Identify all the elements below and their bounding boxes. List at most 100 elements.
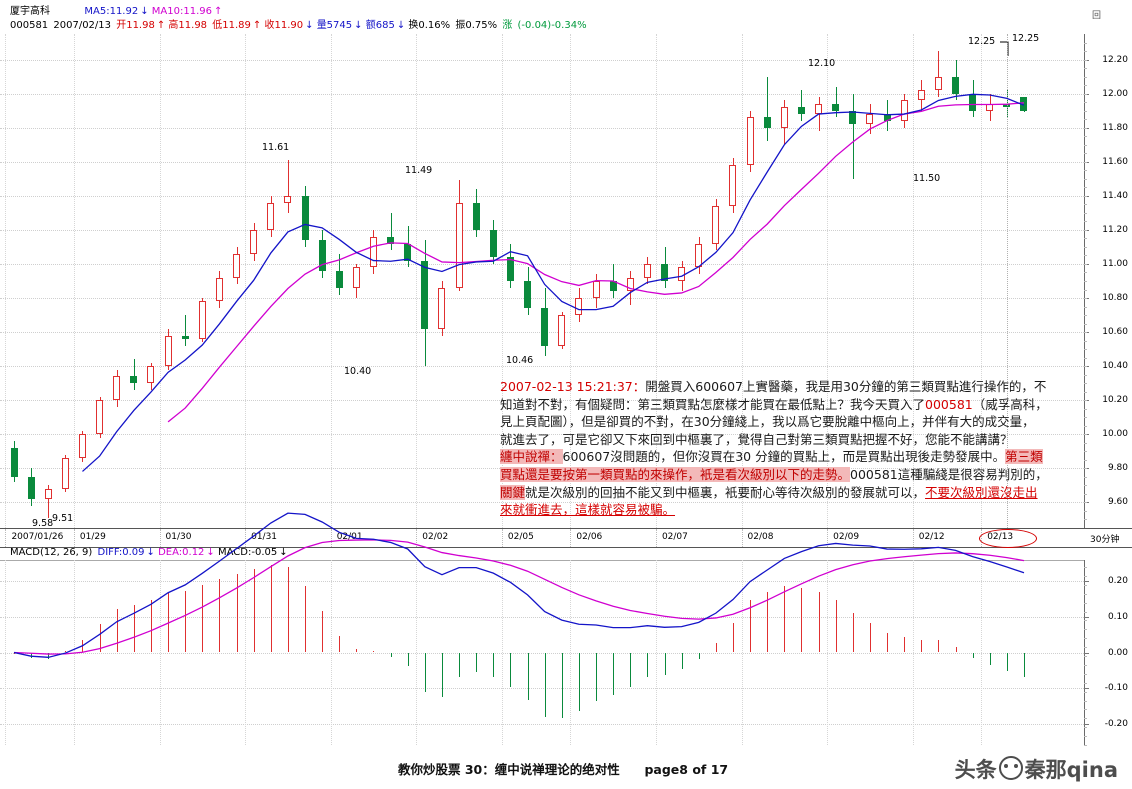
candle-body bbox=[712, 206, 719, 244]
macd-histogram-bar bbox=[151, 599, 152, 653]
price-axis-tick-label: 10.00 bbox=[1102, 429, 1128, 440]
date-axis-tick-label[interactable]: 01/30 bbox=[165, 532, 192, 542]
watermark-logo-icon bbox=[998, 756, 1023, 780]
candle-body bbox=[918, 90, 925, 101]
price-axis-minor-tick bbox=[1084, 306, 1087, 308]
macd-histogram-bar bbox=[630, 652, 631, 687]
macd-histogram-bar bbox=[528, 652, 529, 700]
price-axis-minor-tick bbox=[1084, 161, 1087, 163]
macd-histogram-bar bbox=[271, 565, 272, 653]
restore-icon[interactable]: 回 bbox=[1092, 11, 1102, 21]
price-callout-label: 9.58 bbox=[32, 518, 54, 529]
ma5-arrow: ↓ bbox=[140, 6, 149, 17]
price-axis-minor-tick bbox=[1084, 417, 1087, 419]
date-axis[interactable]: 2007/01/26 01/29 01/30 01/31 02/01 02/02 02/05… bbox=[0, 528, 1132, 548]
date-axis-tick-label[interactable]: 01/29 bbox=[79, 532, 106, 542]
macd-diff-arrow: ↓ bbox=[146, 547, 155, 558]
price-axis-minor-tick bbox=[1084, 178, 1087, 180]
date-axis-tick-label[interactable]: 02/06 bbox=[576, 532, 603, 542]
price-axis-minor-tick bbox=[1084, 272, 1087, 274]
price-axis-minor-tick bbox=[1084, 281, 1087, 282]
moving-average-overlay bbox=[82, 41, 1025, 472]
macd-day-separator bbox=[501, 560, 503, 745]
macd-histogram-bar bbox=[801, 588, 802, 653]
footer-page-number: page8 of 17 bbox=[644, 762, 729, 777]
price-axis-minor-tick bbox=[1084, 136, 1087, 138]
price-axis-minor-tick bbox=[1084, 519, 1087, 521]
annotation-line-5: 纏中說禪：600607沒問題的，但你沒買在30 分鐘的買點上，而是買點出現後走勢… bbox=[500, 448, 1086, 466]
ma10-readout: MA10:11.96 bbox=[151, 6, 212, 17]
date-axis-separator bbox=[245, 529, 247, 547]
gridline bbox=[0, 263, 1084, 265]
candle-body bbox=[524, 281, 531, 309]
low-arrow: ↑ bbox=[252, 20, 262, 31]
macd-histogram-bar bbox=[921, 639, 922, 653]
footer-doc-title: 教你炒股票 30：缠中说禅理论的绝对性 bbox=[398, 762, 620, 777]
ma5-readout: MA5:11.92 bbox=[84, 6, 139, 17]
macd-histogram-bar bbox=[442, 652, 443, 697]
price-axis-tick-label: 11.60 bbox=[1102, 156, 1128, 167]
date-axis-tick-label[interactable]: 02/12 bbox=[918, 532, 945, 542]
date-axis-tick-label[interactable]: 02/08 bbox=[747, 532, 774, 542]
macd-histogram-bar bbox=[391, 652, 392, 657]
date-axis-tick-label[interactable]: 01/31 bbox=[251, 532, 278, 542]
macd-histogram-bar bbox=[579, 652, 580, 712]
price-axis-minor-tick bbox=[1084, 119, 1087, 121]
macd-histogram-bar bbox=[305, 585, 306, 653]
price-chart-panel[interactable]: 11.61 11.49 10.40 10.46 9.58 9.51 12.10 12.25 12… bbox=[0, 33, 1084, 529]
price-axis-minor-tick bbox=[1084, 510, 1087, 512]
macd-histogram-bar bbox=[254, 569, 255, 653]
price-axis-tick-label: 10.40 bbox=[1102, 361, 1128, 372]
macd-histogram-bar bbox=[288, 566, 289, 653]
price-axis-tick-label: 12.20 bbox=[1102, 54, 1128, 65]
price-axis-minor-tick bbox=[1084, 349, 1087, 351]
candle-body bbox=[438, 287, 445, 329]
macd-histogram-bar bbox=[767, 592, 768, 653]
candle-body bbox=[302, 195, 309, 241]
quote-date: 2007/02/13 bbox=[53, 20, 112, 31]
price-axis-minor-tick bbox=[1084, 144, 1087, 146]
gridline bbox=[0, 298, 1084, 300]
macd-axis-minor-tick bbox=[1084, 700, 1087, 702]
date-axis-tick-label[interactable]: 2007/01/26 bbox=[11, 532, 64, 542]
date-axis-tick-label[interactable]: 02/01 bbox=[336, 532, 363, 542]
macd-header: MACD(12, 26, 9) DIFF:0.09 ↓ DEA:0.12 ↓ MAC… bbox=[0, 546, 1132, 560]
annotation-line-7-text: 就是次級別的回抽不能又到中樞裏，衹要耐心等待次級別的發展就可以， bbox=[525, 484, 926, 500]
candle-body bbox=[456, 202, 463, 288]
day-separator bbox=[73, 34, 75, 528]
candle-body bbox=[507, 257, 514, 281]
annotation-line-5-text: 600607沒問題的，但你沒買在30 分鐘的買點上，而是買點出現後走勢發展中。 bbox=[562, 449, 1006, 465]
candle-body bbox=[336, 270, 343, 288]
date-axis-tick-label[interactable]: 02/09 bbox=[833, 532, 860, 542]
macd-histogram-bar bbox=[65, 650, 66, 653]
macd-histogram-bar bbox=[647, 652, 648, 677]
gridline bbox=[0, 502, 1084, 504]
price-axis-minor-tick bbox=[1084, 502, 1087, 504]
candle-body bbox=[935, 76, 942, 91]
candle-body bbox=[866, 114, 873, 125]
macd-axis-minor-tick bbox=[1084, 656, 1087, 658]
price-axis-tick-label: 9.80 bbox=[1107, 463, 1128, 474]
price-callout-label: 12.10 bbox=[808, 58, 836, 69]
price-axis-minor-tick bbox=[1084, 408, 1087, 410]
ma10-arrow: ↑ bbox=[213, 6, 223, 17]
price-axis: 12.20 12.00 11.80 11.60 11.40 11.20 11.00 10.80… bbox=[1084, 34, 1132, 529]
candle-body bbox=[644, 263, 651, 278]
candle-wick bbox=[801, 90, 802, 121]
date-axis-tick-label[interactable]: 02/07 bbox=[661, 532, 688, 542]
candle-body bbox=[79, 434, 86, 459]
candle-body bbox=[28, 476, 35, 500]
macd-axis-minor-tick bbox=[1084, 718, 1087, 720]
price-axis-tick-label: 10.80 bbox=[1102, 293, 1128, 304]
annotation-line-2: 知道對不對，有個疑問：第三類買點怎麼樣才能買在最低點上？我今天買入了000581… bbox=[500, 396, 1086, 414]
price-axis-minor-tick bbox=[1084, 493, 1087, 495]
macd-chart-panel[interactable] bbox=[0, 512, 1084, 745]
candle-body bbox=[490, 229, 497, 258]
price-axis-tick-label: 10.20 bbox=[1102, 395, 1128, 406]
macd-histogram-bar bbox=[134, 604, 135, 653]
period-label[interactable]: 30分钟 bbox=[1090, 535, 1120, 545]
date-axis-tick-label[interactable]: 02/02 bbox=[422, 532, 449, 542]
price-axis-minor-tick bbox=[1084, 323, 1087, 325]
date-axis-tick-label[interactable]: 02/05 bbox=[507, 532, 534, 542]
macd-axis-tick-label: 0.10 bbox=[1107, 611, 1128, 622]
